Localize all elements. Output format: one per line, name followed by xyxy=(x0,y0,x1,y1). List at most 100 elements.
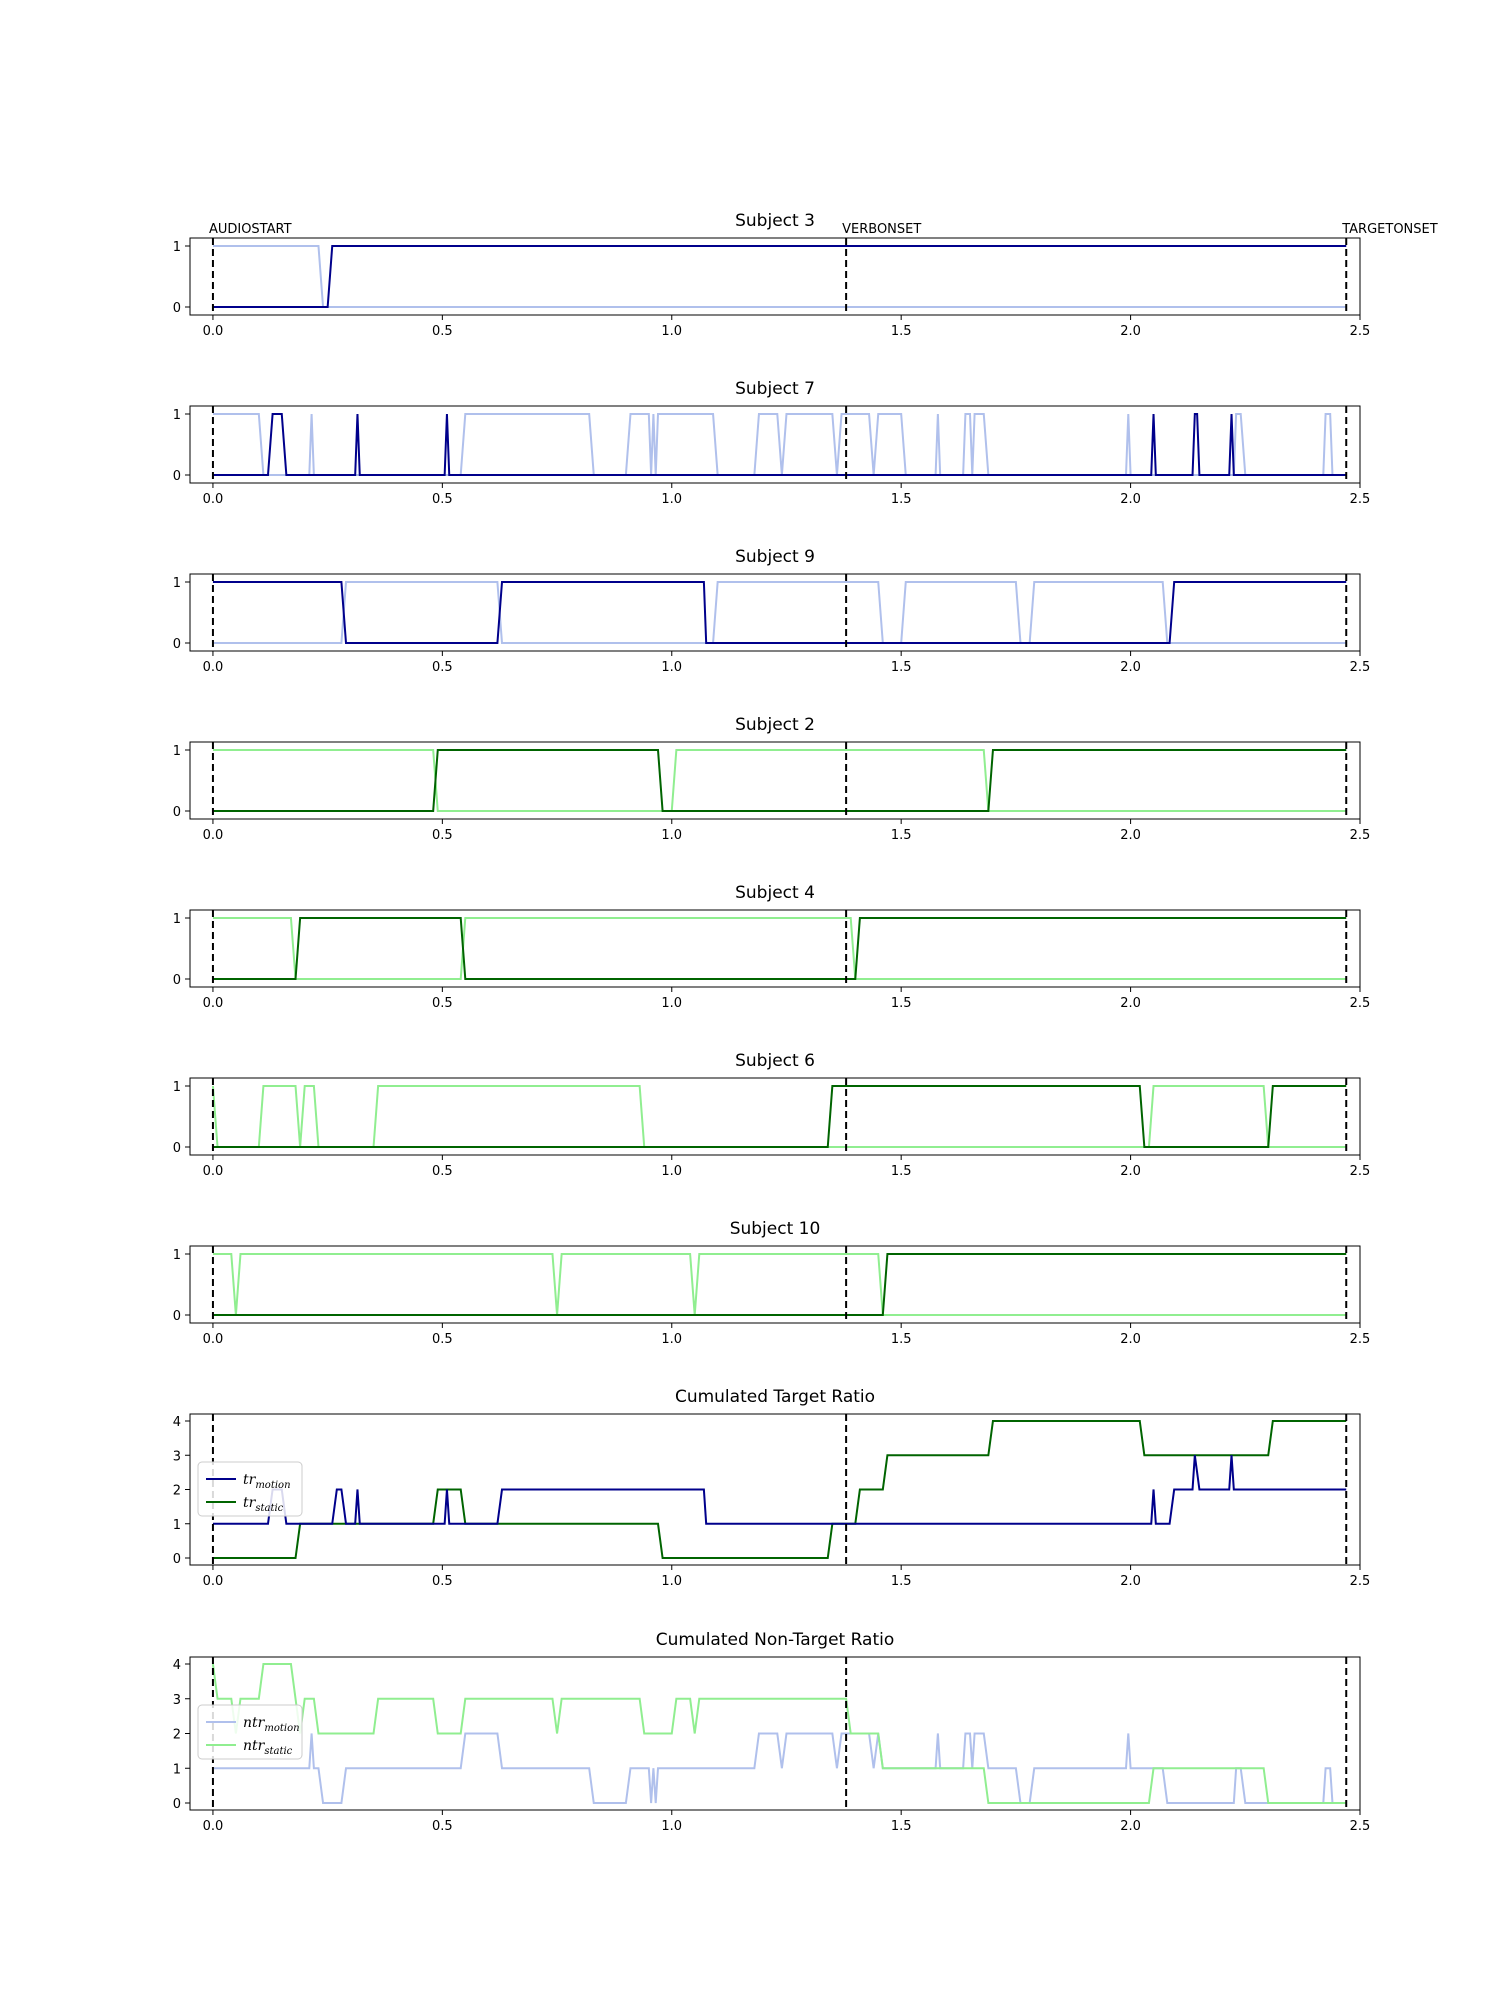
nontarget-line xyxy=(212,917,1347,980)
x-tick-label: 2.5 xyxy=(1350,324,1371,339)
y-tick-label: 1 xyxy=(173,408,181,423)
y-tick-label: 0 xyxy=(173,973,181,988)
panel-title: Subject 2 xyxy=(735,715,815,735)
x-tick-label: 0.5 xyxy=(432,1819,453,1834)
legend-label-sub: motion xyxy=(264,1723,299,1734)
y-tick-label: 1 xyxy=(173,1080,181,1095)
axes-frame xyxy=(189,405,1361,484)
y-tick-label: 2 xyxy=(173,1484,181,1499)
x-tick-label: 0.0 xyxy=(203,828,224,843)
x-tick-label: 2.5 xyxy=(1350,1819,1371,1834)
panel-title: Subject 3 xyxy=(735,211,815,231)
cumulative-panel: Cumulated Target Ratio 0 1 2 3 4 0.0 0.5 1.0 1.5 2… xyxy=(173,1387,1371,1589)
target-line xyxy=(212,413,1347,476)
y-tick-label: 3 xyxy=(173,1449,181,1464)
y-tick-label: 1 xyxy=(173,912,181,927)
target-line xyxy=(212,581,1347,644)
y-tick-label: 0 xyxy=(173,469,181,484)
event-label: VERBONSET xyxy=(842,222,921,237)
subject-panel: Subject 10 0 1 0.0 0.5 1.0 1.5 2.0 2.5 xyxy=(173,1219,1371,1347)
target-line xyxy=(212,1085,1347,1148)
legend-label: ntrmotion xyxy=(243,1715,300,1734)
legend-label-sub: static xyxy=(255,1503,283,1514)
y-tick-label: 2 xyxy=(173,1728,181,1743)
event-label: AUDIOSTART xyxy=(209,222,292,237)
panel-title: Subject 4 xyxy=(735,883,815,903)
legend-label: trstatic xyxy=(243,1495,284,1514)
x-tick-label: 1.5 xyxy=(891,828,912,843)
y-tick-label: 0 xyxy=(173,805,181,820)
x-tick-label: 2.5 xyxy=(1350,1332,1371,1347)
y-tick-label: 1 xyxy=(173,1518,181,1533)
y-tick-label: 0 xyxy=(173,1309,181,1324)
x-tick-label: 0.0 xyxy=(203,492,224,507)
x-tick-label: 1.0 xyxy=(661,1819,682,1834)
x-tick-label: 1.5 xyxy=(891,1819,912,1834)
legend-label-sub: static xyxy=(264,1746,292,1757)
nontarget-line xyxy=(212,749,1347,812)
y-tick-label: 3 xyxy=(173,1693,181,1708)
legend-label-sub: motion xyxy=(255,1480,290,1491)
event-label: TARGETONSET xyxy=(1341,222,1438,237)
legend-label-base: tr xyxy=(243,1495,257,1511)
x-tick-label: 1.0 xyxy=(661,1332,682,1347)
subject-panel: Subject 2 0 1 0.0 0.5 1.0 1.5 2.0 2.5 xyxy=(173,715,1371,843)
panel-title: Cumulated Target Ratio xyxy=(675,1387,875,1407)
x-tick-label: 0.0 xyxy=(203,660,224,675)
x-tick-label: 0.0 xyxy=(203,1819,224,1834)
x-tick-label: 0.5 xyxy=(432,492,453,507)
panel-title: Subject 9 xyxy=(735,547,815,567)
subject-panel: Subject 3 0 1 0.0 0.5 1.0 1.5 2.0 2.5 AUDIOSTART V… xyxy=(173,211,1438,339)
x-tick-label: 1.0 xyxy=(661,1164,682,1179)
target-line xyxy=(212,1253,1347,1316)
x-tick-label: 2.0 xyxy=(1120,660,1141,675)
legend: ntrmotion ntrstatic xyxy=(197,1704,303,1760)
nontarget-line xyxy=(212,413,1347,476)
y-tick-label: 0 xyxy=(173,1141,181,1156)
x-tick-label: 1.5 xyxy=(891,1164,912,1179)
subject-panel: Subject 6 0 1 0.0 0.5 1.0 1.5 2.0 2.5 xyxy=(173,1051,1371,1179)
x-tick-label: 2.0 xyxy=(1120,996,1141,1011)
y-tick-label: 1 xyxy=(173,744,181,759)
x-tick-label: 2.5 xyxy=(1350,996,1371,1011)
axes-frame xyxy=(189,741,1361,820)
x-tick-label: 1.5 xyxy=(891,324,912,339)
x-tick-label: 2.5 xyxy=(1350,1574,1371,1589)
legend-label-base: tr xyxy=(243,1472,257,1488)
y-tick-label: 1 xyxy=(173,1248,181,1263)
y-tick-label: 1 xyxy=(173,576,181,591)
panel-title: Cumulated Non-Target Ratio xyxy=(656,1630,895,1650)
x-tick-label: 2.5 xyxy=(1350,1164,1371,1179)
y-tick-label: 0 xyxy=(173,1797,181,1812)
x-tick-label: 2.0 xyxy=(1120,492,1141,507)
x-tick-label: 1.5 xyxy=(891,1574,912,1589)
legend-label-base: ntr xyxy=(243,1738,266,1754)
x-tick-label: 1.5 xyxy=(891,1332,912,1347)
y-tick-label: 1 xyxy=(173,1762,181,1777)
panel-title: Subject 6 xyxy=(735,1051,815,1071)
nontarget-line xyxy=(212,581,1347,644)
y-tick-label: 4 xyxy=(173,1415,181,1430)
x-tick-label: 2.5 xyxy=(1350,828,1371,843)
x-tick-label: 0.5 xyxy=(432,1164,453,1179)
panel-title: Subject 10 xyxy=(730,1219,821,1239)
x-tick-label: 1.0 xyxy=(661,492,682,507)
subject-panel: Subject 9 0 1 0.0 0.5 1.0 1.5 2.0 2.5 xyxy=(173,547,1371,675)
x-tick-label: 1.5 xyxy=(891,660,912,675)
x-tick-label: 2.0 xyxy=(1120,1164,1141,1179)
nontarget-line xyxy=(212,1253,1347,1316)
x-tick-label: 1.0 xyxy=(661,1574,682,1589)
target-line xyxy=(212,245,1347,308)
x-tick-label: 0.5 xyxy=(432,1574,453,1589)
axes-frame xyxy=(189,1245,1361,1324)
x-tick-label: 2.0 xyxy=(1120,1574,1141,1589)
x-tick-label: 0.0 xyxy=(203,324,224,339)
x-tick-label: 0.0 xyxy=(203,1164,224,1179)
y-tick-label: 0 xyxy=(173,1552,181,1567)
axes-frame xyxy=(189,573,1361,652)
x-tick-label: 2.0 xyxy=(1120,828,1141,843)
x-tick-label: 2.0 xyxy=(1120,1332,1141,1347)
y-tick-label: 4 xyxy=(173,1658,181,1673)
x-tick-label: 1.0 xyxy=(661,996,682,1011)
